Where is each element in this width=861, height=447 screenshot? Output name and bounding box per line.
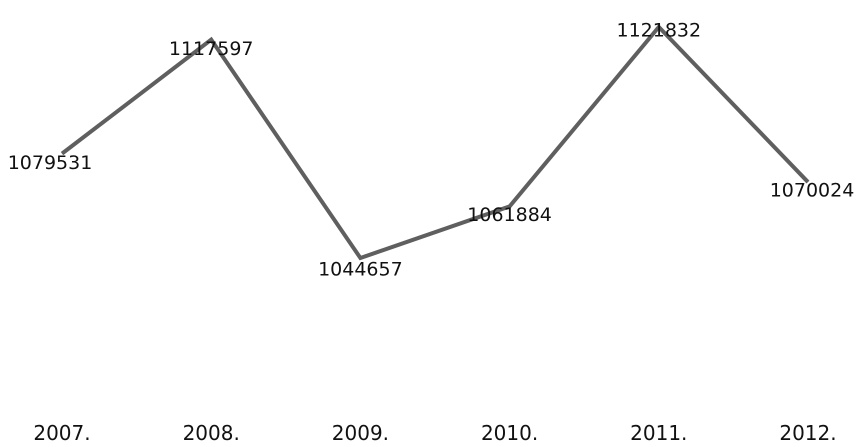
x-axis-tick-layer: 2007. 2008. 2009. 2010. 2011. 2012. — [33, 421, 836, 445]
data-label: 1044657 — [318, 259, 403, 281]
series-line — [60, 24, 810, 261]
series-layer — [60, 24, 810, 261]
data-label: 1117597 — [169, 38, 254, 60]
x-tick-label: 2012. — [779, 421, 836, 445]
data-label: 1121832 — [616, 20, 701, 42]
x-tick-label: 2010. — [481, 421, 538, 445]
data-label: 1079531 — [8, 152, 93, 174]
x-tick-label: 2009. — [332, 421, 389, 445]
data-label: 1070024 — [770, 180, 855, 202]
data-label: 1061884 — [467, 204, 552, 226]
x-tick-label: 2011. — [630, 421, 687, 445]
x-tick-label: 2008. — [183, 421, 240, 445]
data-label-layer: 1079531 1117597 1044657 1061884 1121832 10700… — [8, 20, 855, 281]
x-tick-label: 2007. — [33, 421, 90, 445]
